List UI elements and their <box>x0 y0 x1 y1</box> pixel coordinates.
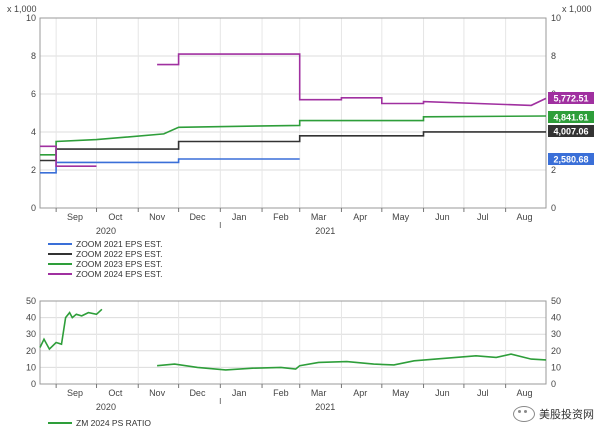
x-tick-label: Sep <box>67 388 83 398</box>
y-tick-label-right: 10 <box>551 362 561 372</box>
watermark: 美股投资网 <box>513 406 594 422</box>
year-label: 2020 <box>96 402 116 412</box>
x-tick-label: Dec <box>189 212 206 222</box>
y-tick-label-left: 8 <box>31 51 36 61</box>
x-tick-label: Jul <box>477 212 489 222</box>
series-line <box>40 115 547 156</box>
end-value-badge <box>548 125 594 137</box>
legend-label: ZOOM 2023 EPS EST. <box>76 259 162 269</box>
x-tick-label: Oct <box>108 388 123 398</box>
x-tick-label: Nov <box>149 388 166 398</box>
y-tick-label-right: 40 <box>551 313 561 323</box>
x-tick-label: Feb <box>273 388 289 398</box>
series-line <box>40 131 546 162</box>
x-tick-label: Jun <box>435 212 450 222</box>
end-value-label: 5,772.51 <box>553 94 588 104</box>
x-tick-label: Mar <box>311 212 327 222</box>
y-tick-label-left: 10 <box>26 13 36 23</box>
series-line <box>40 158 300 174</box>
y-tick-label-left: 40 <box>26 313 36 323</box>
x-tick-label: Jan <box>232 212 247 222</box>
year-label: 2021 <box>315 226 335 236</box>
y-tick-label-right: 0 <box>551 203 556 213</box>
eps-estimates-legend: ZOOM 2021 EPS EST.ZOOM 2022 EPS EST.ZOOM… <box>48 239 162 279</box>
plot-frame <box>39 300 547 385</box>
y-tick-label-left: 6 <box>31 89 36 99</box>
y-tick-label-right: 2 <box>551 165 556 175</box>
plot-frame <box>39 17 547 209</box>
series-line <box>157 53 547 107</box>
x-tick-label: Apr <box>353 212 367 222</box>
x-tick-label: Jul <box>477 388 489 398</box>
y-tick-label-right: 10 <box>551 13 561 23</box>
end-value-label: 4,007.06 <box>553 127 588 137</box>
end-value-badge <box>548 92 594 104</box>
x-tick-label: Oct <box>108 212 123 222</box>
wechat-icon <box>513 406 535 422</box>
watermark-text: 美股投资网 <box>539 409 594 421</box>
legend-label: ZOOM 2022 EPS EST. <box>76 249 162 259</box>
x-tick-label: Aug <box>516 388 532 398</box>
x-tick-label: Nov <box>149 212 166 222</box>
y-tick-label-right: 8 <box>551 51 556 61</box>
series-line <box>39 308 103 351</box>
y-tick-label-left: 4 <box>31 127 36 137</box>
y-tick-label-right: 0 <box>551 379 556 389</box>
end-value-label: 2,580.68 <box>553 155 588 165</box>
x-tick-label: Dec <box>189 388 206 398</box>
eps-estimates-chart: 00224466881010SepOctNovDecJanFebMarAprMa… <box>7 4 594 236</box>
end-value-badge <box>548 153 594 165</box>
end-value-badge <box>548 111 594 123</box>
x-tick-label: Apr <box>353 388 367 398</box>
legend-label: ZOOM 2024 EPS EST. <box>76 269 162 279</box>
ps-ratio-legend: ZM 2024 PS RATIO <box>48 418 151 428</box>
x-tick-label: Feb <box>273 212 289 222</box>
x-tick-label: May <box>392 388 410 398</box>
series-line <box>40 145 97 167</box>
x-tick-label: Jun <box>435 388 450 398</box>
y-tick-label-left: 2 <box>31 165 36 175</box>
y-tick-label-left: 10 <box>26 362 36 372</box>
x-tick-label: Mar <box>311 388 327 398</box>
y-tick-label-left: 30 <box>26 329 36 339</box>
year-label: 2020 <box>96 226 116 236</box>
x-tick-label: Aug <box>516 212 532 222</box>
legend-label: ZM 2024 PS RATIO <box>76 418 151 428</box>
y-tick-label-right: 50 <box>551 296 561 306</box>
series-line <box>157 353 547 371</box>
x-tick-label: Jan <box>232 388 247 398</box>
y-tick-label-right: 30 <box>551 329 561 339</box>
y-tick-label-left: 50 <box>26 296 36 306</box>
year-label: 2021 <box>315 402 335 412</box>
y-tick-label-left: 0 <box>31 379 36 389</box>
x-tick-label: May <box>392 212 410 222</box>
legend-label: ZOOM 2021 EPS EST. <box>76 239 162 249</box>
y-tick-label-left: 20 <box>26 346 36 356</box>
y-multiplier-right: x 1,000 <box>562 4 592 14</box>
y-multiplier-left: x 1,000 <box>7 4 37 14</box>
y-tick-label-left: 0 <box>31 203 36 213</box>
y-tick-label-right: 20 <box>551 346 561 356</box>
x-tick-label: Sep <box>67 212 83 222</box>
end-value-label: 4,841.61 <box>553 113 588 123</box>
